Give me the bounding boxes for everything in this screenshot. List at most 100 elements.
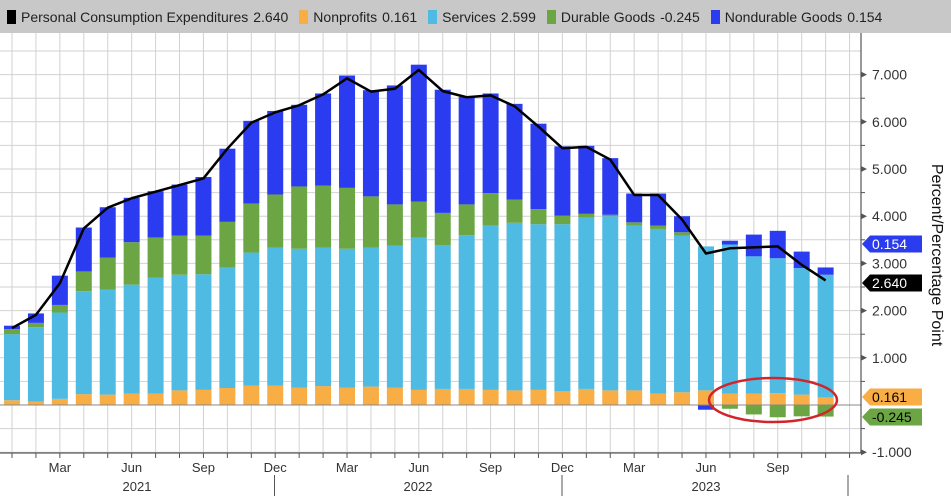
bar-segment: [27, 322, 44, 328]
bar-segment: [51, 312, 68, 399]
bar-segment: [99, 394, 116, 405]
legend-item: Services 2.599: [428, 9, 536, 25]
x-tick-label: Dec: [264, 460, 288, 475]
bar-segment: [506, 222, 523, 391]
bar-segment: [650, 193, 667, 226]
bar-segment: [650, 393, 667, 405]
legend-swatch: [428, 9, 438, 24]
bar-segment: [626, 225, 643, 391]
y-tick-label: 4.000: [872, 208, 907, 224]
value-tag-label: 0.154: [872, 236, 907, 252]
y-tick-marker: [861, 213, 867, 220]
bar-segment: [506, 103, 523, 200]
bar-segment: [386, 245, 403, 388]
bar-segment: [410, 201, 427, 238]
x-tick-label: Sep: [192, 460, 215, 475]
legend: Personal Consumption Expenditures 2.640 No…: [0, 0, 951, 33]
bar-segment: [195, 235, 212, 275]
bar-segment: [219, 221, 236, 268]
bar-segment: [650, 228, 667, 394]
bar-segment: [27, 327, 44, 402]
bar-segment: [721, 244, 738, 394]
bar-segment: [243, 385, 260, 405]
bar-segment: [291, 186, 308, 249]
bar-segment: [458, 204, 475, 236]
bar-segment: [554, 215, 571, 225]
bar-segment: [171, 184, 188, 236]
x-tick-label: Jun: [408, 460, 429, 475]
bar-segment: [578, 213, 595, 218]
bar-segment: [482, 225, 499, 390]
bar-segment: [51, 275, 68, 305]
y-tick-marker: [861, 166, 867, 172]
bar-segment: [697, 246, 714, 391]
bar-segment: [195, 274, 212, 390]
legend-value: 0.161: [382, 8, 418, 25]
year-label: 2022: [404, 479, 433, 494]
bar-segment: [626, 222, 643, 226]
x-tick-label: Mar: [623, 460, 646, 475]
bar-segment: [650, 225, 667, 229]
bar-segment: [745, 393, 762, 405]
legend-value: 2.640: [253, 8, 289, 25]
bar-segment: [99, 207, 116, 258]
bar-segment: [458, 388, 475, 405]
bar-segment: [147, 277, 164, 394]
legend-item: Nondurable Goods 0.154: [710, 9, 882, 25]
bar-segment: [745, 405, 762, 415]
bar-segment: [530, 123, 547, 210]
x-tick-label: Jun: [695, 460, 716, 475]
bar-segment: [362, 386, 379, 405]
bar-segment: [674, 392, 691, 405]
bar-segment: [315, 386, 332, 405]
legend-value: 2.599: [500, 8, 536, 25]
bar-segment: [243, 120, 260, 204]
bar-segment: [602, 216, 619, 391]
bar-segment: [410, 237, 427, 390]
y-tick-marker: [861, 71, 867, 78]
bar-segment: [195, 389, 212, 405]
bar-segment: [793, 268, 810, 395]
annotation-ellipse: [707, 376, 839, 424]
bar-segment: [434, 388, 451, 405]
bar-segment: [339, 387, 356, 405]
y-tick-marker: [861, 449, 867, 456]
legend-value: -0.245: [660, 8, 700, 25]
bar-segment: [386, 204, 403, 246]
bar-segment: [602, 390, 619, 405]
x-tick-label: Dec: [551, 460, 575, 475]
bar-segment: [27, 313, 44, 323]
bar-segment: [219, 388, 236, 405]
legend-label: Nonprofits: [313, 8, 378, 25]
value-tag: [862, 408, 922, 426]
x-tick-label: Mar: [49, 460, 72, 475]
bar-segment: [434, 244, 451, 389]
bar-segment: [362, 90, 379, 197]
bar-segment: [4, 329, 20, 335]
bar-segment: [578, 145, 595, 214]
value-tag: [862, 235, 922, 253]
bar-segment: [793, 251, 810, 269]
bar-segment: [458, 235, 475, 389]
bar-segment: [75, 227, 92, 272]
bar-segment: [458, 96, 475, 205]
bar-segment: [315, 185, 332, 248]
bar-segment: [4, 400, 20, 405]
x-tick-label: Sep: [479, 460, 502, 475]
x-tick-label: Jun: [121, 460, 142, 475]
bar-segment: [51, 304, 68, 313]
bar-segment: [147, 191, 164, 238]
legend-swatch: [710, 9, 720, 24]
y-tick-label: -1.000: [872, 444, 912, 460]
legend-item: Durable Goods -0.245: [546, 8, 700, 25]
bar-segment: [267, 385, 284, 405]
bar-segment: [745, 256, 762, 394]
y-tick-marker: [861, 307, 867, 314]
bar-segment: [315, 247, 332, 387]
bar-segment: [362, 196, 379, 248]
bar-segment: [410, 64, 427, 202]
bar-segment: [267, 247, 284, 386]
bar-segment: [482, 389, 499, 405]
bar-segment: [171, 235, 188, 275]
y-tick-label: 6.000: [872, 114, 907, 130]
